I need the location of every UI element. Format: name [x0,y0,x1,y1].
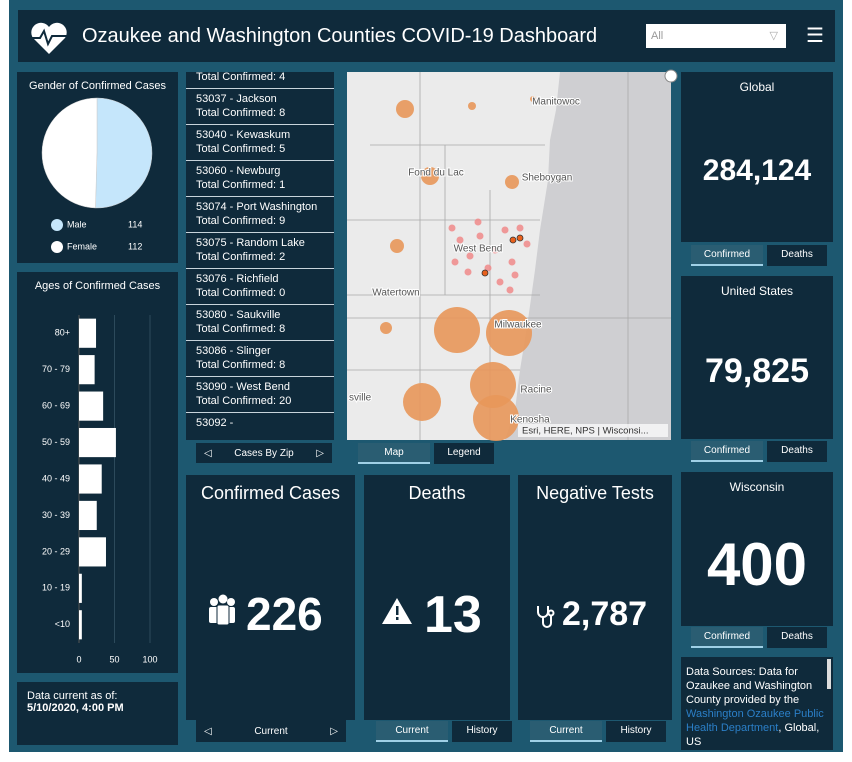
gender-panel: Gender of Confirmed Cases [17,72,178,263]
zip-total: Total Confirmed: 2 [196,251,286,263]
tab[interactable]: Legend [434,443,494,464]
zip-item[interactable]: Total Confirmed: 4 [186,72,334,89]
zip-total: Total Confirmed: 8 [196,323,286,335]
dropdown-arrow: ▽ [769,30,778,42]
deaths-tabs: Current History [376,721,512,742]
zip-name: 53090 - West Bend [196,381,290,393]
tab[interactable]: Current [530,721,602,742]
tab[interactable]: Map [358,443,430,464]
confirmed-panel: Confirmed Cases 226 [186,475,355,720]
zip-name: 53060 - Newburg [196,165,281,177]
zip-name: 53037 - Jackson [196,93,277,105]
tab[interactable]: Confirmed [691,245,763,266]
zip-item[interactable]: 53075 - Random Lake Total Confirmed: 2 [186,233,334,269]
prev-button[interactable]: ◁ [204,725,212,737]
data-sources-link[interactable]: Washington Ozaukee Public Health Departm… [686,708,824,734]
us-tabs: Confirmed Deaths [691,441,827,462]
panel-title: Confirmed Cases [200,483,341,503]
zip-total: Total Confirmed: 1 [196,179,286,191]
scrollbar [827,659,831,689]
zip-item[interactable]: 53040 - Kewaskum Total Confirmed: 5 [186,125,334,161]
zip-items: Total Confirmed: 4 53037 - Jackson Total C… [186,72,334,440]
global-tabs: Confirmed Deaths [691,245,827,266]
ages-panel: Ages of Confirmed Cases [17,272,178,673]
zip-name: 53076 - Richfield [196,273,279,285]
tab[interactable]: History [606,721,666,742]
zip-list: Total Confirmed: 4 53037 - Jackson Total C… [186,72,334,440]
confirmed-footer: ◁ Current ▷ [196,720,346,742]
data-sources-after: , Global, US [686,722,820,748]
zip-name: 53080 - Saukville [196,309,281,321]
zip-name: 53074 - Port Washington [196,201,318,213]
tab[interactable]: Deaths [767,627,827,648]
panel-title: Gender of Confirmed Cases [29,80,166,92]
map-tabs: Map Legend [358,443,494,464]
wisconsin-panel: Wisconsin 400 [681,472,833,626]
zip-item[interactable]: 53074 - Port Washington Total Confirmed: … [186,197,334,233]
negative-tabs: Current History [530,721,666,742]
zip-total: Total Confirmed: 5 [196,143,286,155]
negative-panel: Negative Tests 2,787 [518,475,672,720]
tab[interactable]: Deaths [767,245,827,266]
zip-total: Total Confirmed: 9 [196,215,286,227]
zip-item[interactable]: 53060 - Newburg Total Confirmed: 1 [186,161,334,197]
zip-item[interactable]: 53090 - West Bend Total Confirmed: 20 [186,377,334,413]
zip-item[interactable]: 53080 - Saukville Total Confirmed: 8 [186,305,334,341]
global-panel: Global 284,124 [681,72,833,242]
zip-item[interactable]: 53086 - Slinger Total Confirmed: 8 [186,341,334,377]
zip-total: Total Confirmed: 8 [196,359,286,371]
prev-button[interactable]: ◁ [204,447,212,459]
us-value: 79,825 [705,352,809,390]
tab[interactable]: History [452,721,512,742]
negative-value: 2,787 [562,595,648,633]
zip-item[interactable]: 53037 - Jackson Total Confirmed: 8 [186,89,334,125]
next-button[interactable]: ▷ [330,725,338,737]
menu-button[interactable]: ☰ [806,25,824,47]
data-current-panel: Data current as of: 5/10/2020, 4:00 PM [17,682,178,745]
panel-title: United States [720,284,794,298]
data-current-date: 5/10/2020, 4:00 PM [27,702,124,714]
panel-title: Ages of Confirmed Cases [34,280,161,292]
zip-total: Total Confirmed: 0 [196,287,286,299]
zip-name: 53075 - Random Lake [196,237,305,249]
title: Ozaukee and Washington Counties COVID-19… [82,25,598,47]
zip-item[interactable]: 53092 - [186,413,334,440]
global-value: 284,124 [702,154,812,187]
zip-item[interactable]: 53076 - Richfield Total Confirmed: 0 [186,269,334,305]
data-sources-panel: Data Sources: Data for Ozaukee and Washi… [681,657,833,750]
filter-dropdown[interactable]: All ▽ [646,24,786,48]
wisconsin-value: 400 [706,531,808,598]
panel-title: Negative Tests [536,483,654,503]
zip-name: 53040 - Kewaskum [196,129,291,141]
tab[interactable]: Current [376,721,448,742]
deaths-panel: Deaths 13 [364,475,510,720]
next-button[interactable]: ▷ [316,447,324,459]
zip-total: Total Confirmed: 8 [196,107,286,119]
panel-title: Global [739,80,775,94]
tab[interactable]: Confirmed [691,441,763,462]
header: Ozaukee and Washington Counties COVID-19… [18,10,835,62]
tab[interactable]: Deaths [767,441,827,462]
confirmed-value: 226 [246,588,323,640]
filter-value: All [651,30,664,42]
panel-title: Deaths [408,483,466,503]
wisconsin-tabs: Confirmed Deaths [691,627,827,648]
tab[interactable]: Confirmed [691,627,763,648]
zip-name: 53092 - [196,417,234,429]
zip-total: Total Confirmed: 20 [196,395,292,407]
tab: Current [254,725,288,737]
data-current-label: Data current as of: [27,690,118,702]
deaths-value: 13 [424,586,482,644]
data-sources-text: Data Sources: Data for Ozaukee and Washi… [686,666,813,706]
zip-name: 53086 - Slinger [196,345,271,357]
zip-footer-label: Cases By Zip [234,447,294,459]
us-panel: United States 79,825 [681,276,833,439]
panel-title: Wisconsin [729,480,785,494]
zip-total: Total Confirmed: 4 [196,72,286,83]
zip-footer: ◁ Cases By Zip ▷ [196,443,332,463]
